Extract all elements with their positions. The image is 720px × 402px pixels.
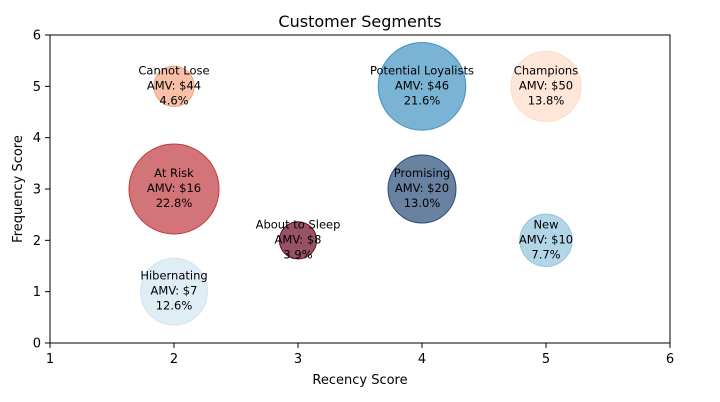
bubble-name-label: Cannot Lose	[138, 63, 209, 77]
y-tick-label: 4	[33, 131, 41, 146]
bubble-point	[519, 213, 573, 267]
x-tick-label: 4	[418, 352, 426, 367]
x-axis-label: Recency Score	[312, 373, 407, 388]
bubble-point	[387, 154, 457, 224]
chart-title: Customer Segments	[278, 12, 441, 31]
bubble-point	[377, 42, 467, 131]
bubble-name-label: At Risk	[154, 166, 194, 180]
bubble-share-label: 21.6%	[404, 93, 441, 107]
bubble-point	[128, 143, 220, 235]
bubble-share-label: 3.9%	[283, 247, 312, 261]
y-tick-label: 1	[33, 285, 41, 300]
y-axis-label: Frequency Score	[11, 135, 26, 243]
bubble-share-label: 13.0%	[404, 196, 441, 210]
bubble-name-label: Hibernating	[140, 269, 207, 283]
bubble-share-label: 4.6%	[159, 93, 188, 107]
x-tick-label: 2	[170, 352, 178, 367]
bubble-point	[140, 257, 208, 326]
bubble-share-label: 13.8%	[528, 93, 565, 107]
y-tick-label: 3	[33, 183, 41, 198]
bubble-share-label: 12.6%	[156, 299, 193, 313]
y-tick-label: 5	[33, 80, 41, 95]
x-axis-ticks: 1 2 3 4 5 6	[46, 343, 674, 367]
bubble-amv-label: AMV: $7	[151, 284, 198, 298]
bubble-share-label: 7.7%	[531, 247, 560, 261]
x-tick-label: 6	[666, 352, 674, 367]
bubble-amv-label: AMV: $10	[519, 232, 573, 246]
x-tick-label: 1	[46, 352, 54, 367]
bubble-share-label: 22.8%	[156, 196, 193, 210]
y-axis-ticks: 0 1 2 3 4 5 6	[33, 29, 50, 352]
bubble-amv-label: AMV: $16	[147, 181, 201, 195]
bubble-name-label: About to Sleep	[256, 217, 341, 231]
bubble-name-label: Champions	[514, 63, 578, 77]
x-tick-label: 5	[542, 352, 550, 367]
y-tick-label: 0	[33, 337, 41, 352]
bubble-amv-label: AMV: $20	[395, 181, 449, 195]
bubble-point	[278, 221, 318, 260]
x-tick-label: 3	[294, 352, 302, 367]
bubble-amv-label: AMV: $8	[275, 232, 322, 246]
bubble-point	[510, 50, 582, 122]
bubble-amv-label: AMV: $46	[395, 78, 449, 92]
bubble-name-label: New	[533, 217, 558, 231]
bubble-name-label: Promising	[394, 166, 450, 180]
y-tick-label: 2	[33, 234, 41, 249]
bubble-point	[153, 65, 195, 108]
y-tick-label: 6	[33, 29, 41, 44]
bubble-amv-label: AMV: $44	[147, 78, 201, 92]
bubble-amv-label: AMV: $50	[519, 78, 573, 92]
bubble-name-label: Potential Loyalists	[370, 63, 474, 77]
